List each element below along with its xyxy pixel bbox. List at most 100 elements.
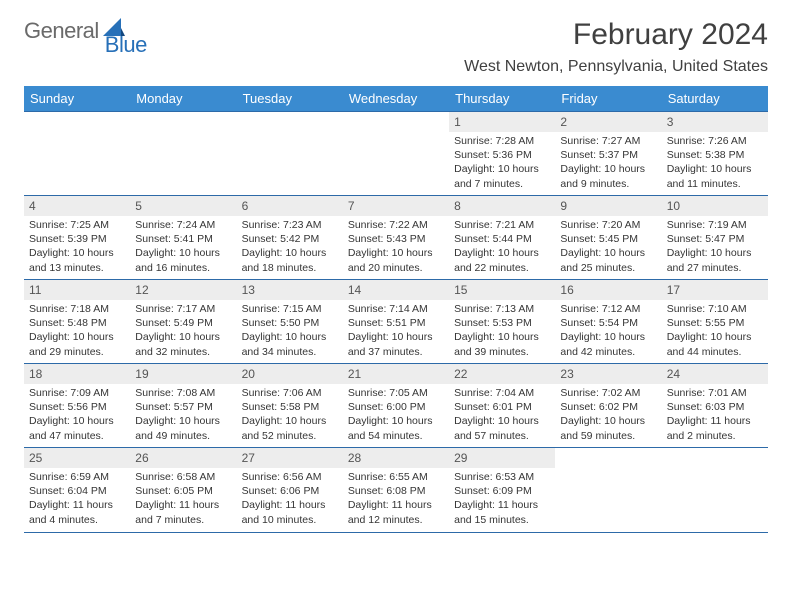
location-text: West Newton, Pennsylvania, United States (464, 58, 768, 76)
day-detail: Sunrise: 7:28 AMSunset: 5:36 PMDaylight:… (449, 132, 555, 195)
day-number: 29 (449, 448, 555, 468)
day-number: 23 (555, 364, 661, 384)
calendar-day-cell: 14Sunrise: 7:14 AMSunset: 5:51 PMDayligh… (343, 280, 449, 364)
weekday-header: Thursday (449, 86, 555, 112)
calendar-empty-cell (237, 112, 343, 196)
day-number: 24 (662, 364, 768, 384)
day-detail: Sunrise: 7:27 AMSunset: 5:37 PMDaylight:… (555, 132, 661, 195)
calendar-day-cell: 15Sunrise: 7:13 AMSunset: 5:53 PMDayligh… (449, 280, 555, 364)
day-detail: Sunrise: 6:59 AMSunset: 6:04 PMDaylight:… (24, 468, 130, 531)
calendar-day-cell: 22Sunrise: 7:04 AMSunset: 6:01 PMDayligh… (449, 364, 555, 448)
day-number: 17 (662, 280, 768, 300)
day-detail: Sunrise: 7:15 AMSunset: 5:50 PMDaylight:… (237, 300, 343, 363)
day-number: 8 (449, 196, 555, 216)
calendar-day-cell: 28Sunrise: 6:55 AMSunset: 6:08 PMDayligh… (343, 448, 449, 532)
day-number: 21 (343, 364, 449, 384)
day-number: 26 (130, 448, 236, 468)
calendar-day-cell: 4Sunrise: 7:25 AMSunset: 5:39 PMDaylight… (24, 196, 130, 280)
day-number: 14 (343, 280, 449, 300)
day-number: 16 (555, 280, 661, 300)
calendar-day-cell: 16Sunrise: 7:12 AMSunset: 5:54 PMDayligh… (555, 280, 661, 364)
weekday-header: Sunday (24, 86, 130, 112)
calendar-week-row: 1Sunrise: 7:28 AMSunset: 5:36 PMDaylight… (24, 112, 768, 196)
calendar-day-cell: 24Sunrise: 7:01 AMSunset: 6:03 PMDayligh… (662, 364, 768, 448)
day-number: 25 (24, 448, 130, 468)
calendar-day-cell: 8Sunrise: 7:21 AMSunset: 5:44 PMDaylight… (449, 196, 555, 280)
day-number: 28 (343, 448, 449, 468)
day-detail: Sunrise: 7:10 AMSunset: 5:55 PMDaylight:… (662, 300, 768, 363)
weekday-header: Wednesday (343, 86, 449, 112)
logo-text-general: General (24, 18, 99, 44)
day-number: 27 (237, 448, 343, 468)
day-number: 2 (555, 112, 661, 132)
calendar-week-row: 11Sunrise: 7:18 AMSunset: 5:48 PMDayligh… (24, 280, 768, 364)
weekday-header: Tuesday (237, 86, 343, 112)
day-detail: Sunrise: 7:25 AMSunset: 5:39 PMDaylight:… (24, 216, 130, 279)
day-number: 10 (662, 196, 768, 216)
calendar-week-row: 18Sunrise: 7:09 AMSunset: 5:56 PMDayligh… (24, 364, 768, 448)
day-detail: Sunrise: 7:14 AMSunset: 5:51 PMDaylight:… (343, 300, 449, 363)
day-detail: Sunrise: 7:12 AMSunset: 5:54 PMDaylight:… (555, 300, 661, 363)
calendar-day-cell: 23Sunrise: 7:02 AMSunset: 6:02 PMDayligh… (555, 364, 661, 448)
day-detail: Sunrise: 7:04 AMSunset: 6:01 PMDaylight:… (449, 384, 555, 447)
calendar-day-cell: 11Sunrise: 7:18 AMSunset: 5:48 PMDayligh… (24, 280, 130, 364)
calendar-day-cell: 5Sunrise: 7:24 AMSunset: 5:41 PMDaylight… (130, 196, 236, 280)
day-detail: Sunrise: 7:19 AMSunset: 5:47 PMDaylight:… (662, 216, 768, 279)
day-number: 18 (24, 364, 130, 384)
calendar-day-cell: 25Sunrise: 6:59 AMSunset: 6:04 PMDayligh… (24, 448, 130, 532)
day-detail: Sunrise: 6:53 AMSunset: 6:09 PMDaylight:… (449, 468, 555, 531)
day-number: 4 (24, 196, 130, 216)
calendar-empty-cell (343, 112, 449, 196)
calendar-day-cell: 1Sunrise: 7:28 AMSunset: 5:36 PMDaylight… (449, 112, 555, 196)
calendar-day-cell: 10Sunrise: 7:19 AMSunset: 5:47 PMDayligh… (662, 196, 768, 280)
day-detail: Sunrise: 7:26 AMSunset: 5:38 PMDaylight:… (662, 132, 768, 195)
calendar-day-cell: 13Sunrise: 7:15 AMSunset: 5:50 PMDayligh… (237, 280, 343, 364)
calendar-day-cell: 9Sunrise: 7:20 AMSunset: 5:45 PMDaylight… (555, 196, 661, 280)
day-number: 11 (24, 280, 130, 300)
day-detail: Sunrise: 7:05 AMSunset: 6:00 PMDaylight:… (343, 384, 449, 447)
logo-text-blue: Blue (105, 32, 147, 58)
calendar-day-cell: 26Sunrise: 6:58 AMSunset: 6:05 PMDayligh… (130, 448, 236, 532)
header: General Blue February 2024 West Newton, … (24, 18, 768, 76)
calendar-body: 1Sunrise: 7:28 AMSunset: 5:36 PMDaylight… (24, 112, 768, 532)
calendar-day-cell: 7Sunrise: 7:22 AMSunset: 5:43 PMDaylight… (343, 196, 449, 280)
day-detail: Sunrise: 7:09 AMSunset: 5:56 PMDaylight:… (24, 384, 130, 447)
calendar-day-cell: 20Sunrise: 7:06 AMSunset: 5:58 PMDayligh… (237, 364, 343, 448)
day-detail: Sunrise: 7:08 AMSunset: 5:57 PMDaylight:… (130, 384, 236, 447)
day-detail: Sunrise: 7:24 AMSunset: 5:41 PMDaylight:… (130, 216, 236, 279)
day-number: 13 (237, 280, 343, 300)
day-number: 3 (662, 112, 768, 132)
day-number: 9 (555, 196, 661, 216)
calendar-day-cell: 2Sunrise: 7:27 AMSunset: 5:37 PMDaylight… (555, 112, 661, 196)
day-detail: Sunrise: 7:06 AMSunset: 5:58 PMDaylight:… (237, 384, 343, 447)
day-detail: Sunrise: 7:18 AMSunset: 5:48 PMDaylight:… (24, 300, 130, 363)
day-detail: Sunrise: 7:02 AMSunset: 6:02 PMDaylight:… (555, 384, 661, 447)
day-detail: Sunrise: 7:21 AMSunset: 5:44 PMDaylight:… (449, 216, 555, 279)
day-detail: Sunrise: 6:56 AMSunset: 6:06 PMDaylight:… (237, 468, 343, 531)
calendar-day-cell: 29Sunrise: 6:53 AMSunset: 6:09 PMDayligh… (449, 448, 555, 532)
day-number: 20 (237, 364, 343, 384)
day-number: 12 (130, 280, 236, 300)
calendar-empty-cell (24, 112, 130, 196)
day-number: 19 (130, 364, 236, 384)
bottom-rule (24, 532, 768, 533)
calendar-week-row: 4Sunrise: 7:25 AMSunset: 5:39 PMDaylight… (24, 196, 768, 280)
calendar-week-row: 25Sunrise: 6:59 AMSunset: 6:04 PMDayligh… (24, 448, 768, 532)
calendar-day-cell: 19Sunrise: 7:08 AMSunset: 5:57 PMDayligh… (130, 364, 236, 448)
day-number: 7 (343, 196, 449, 216)
day-number: 6 (237, 196, 343, 216)
day-detail: Sunrise: 6:55 AMSunset: 6:08 PMDaylight:… (343, 468, 449, 531)
day-number: 5 (130, 196, 236, 216)
day-number: 1 (449, 112, 555, 132)
weekday-header: Monday (130, 86, 236, 112)
day-detail: Sunrise: 7:22 AMSunset: 5:43 PMDaylight:… (343, 216, 449, 279)
calendar-day-cell: 17Sunrise: 7:10 AMSunset: 5:55 PMDayligh… (662, 280, 768, 364)
day-number: 15 (449, 280, 555, 300)
calendar-table: SundayMondayTuesdayWednesdayThursdayFrid… (24, 86, 768, 532)
calendar-day-cell: 12Sunrise: 7:17 AMSunset: 5:49 PMDayligh… (130, 280, 236, 364)
day-detail: Sunrise: 7:17 AMSunset: 5:49 PMDaylight:… (130, 300, 236, 363)
calendar-day-cell: 3Sunrise: 7:26 AMSunset: 5:38 PMDaylight… (662, 112, 768, 196)
calendar-day-cell: 18Sunrise: 7:09 AMSunset: 5:56 PMDayligh… (24, 364, 130, 448)
calendar-empty-cell (130, 112, 236, 196)
calendar-empty-cell (555, 448, 661, 532)
